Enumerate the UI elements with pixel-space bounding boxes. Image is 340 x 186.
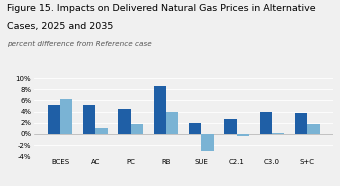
Bar	[48, 105, 60, 134]
Bar	[118, 109, 131, 134]
Bar	[154, 86, 166, 134]
Bar	[60, 99, 72, 134]
Bar	[259, 112, 272, 134]
Bar	[131, 124, 143, 134]
Bar	[83, 105, 95, 134]
Bar	[95, 128, 108, 134]
Text: percent difference from Reference case: percent difference from Reference case	[7, 41, 152, 47]
Bar	[307, 124, 320, 134]
Bar	[237, 134, 249, 136]
Legend: 2025, 2035: 2025, 2035	[148, 184, 219, 186]
Bar	[295, 113, 307, 134]
Text: Figure 15. Impacts on Delivered Natural Gas Prices in Alternative: Figure 15. Impacts on Delivered Natural …	[7, 4, 316, 13]
Bar	[201, 134, 214, 151]
Bar	[224, 119, 237, 134]
Bar	[166, 112, 178, 134]
Bar	[189, 123, 201, 134]
Text: Cases, 2025 and 2035: Cases, 2025 and 2035	[7, 22, 113, 31]
Bar	[272, 133, 284, 134]
